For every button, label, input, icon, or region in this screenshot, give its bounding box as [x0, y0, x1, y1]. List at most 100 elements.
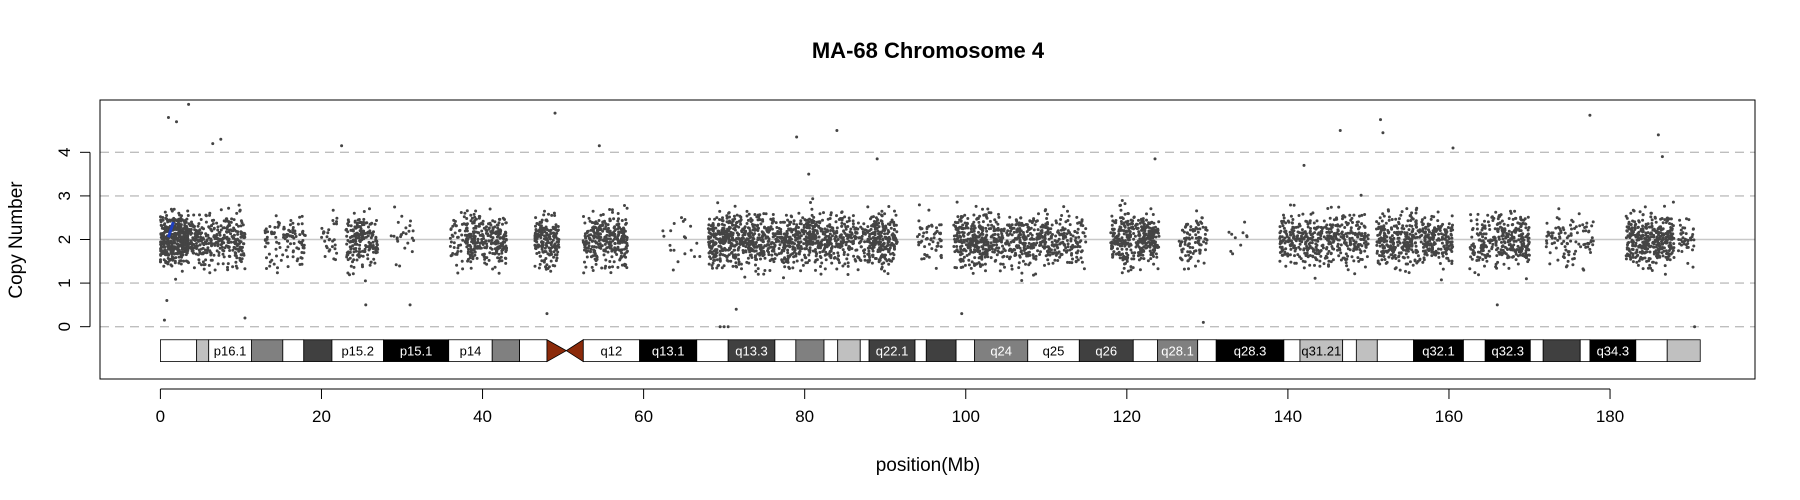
data-point — [768, 269, 772, 272]
data-point — [204, 214, 208, 218]
data-point — [1181, 228, 1185, 232]
data-point — [721, 241, 725, 245]
data-point — [553, 253, 557, 257]
data-point — [177, 261, 181, 265]
data-point — [462, 215, 466, 219]
data-point — [585, 255, 589, 259]
data-point — [1067, 214, 1071, 218]
data-point — [1023, 244, 1027, 248]
data-point — [1284, 264, 1288, 268]
data-point — [745, 237, 749, 241]
data-point — [749, 220, 753, 223]
data-point — [1320, 244, 1324, 248]
data-point — [758, 244, 762, 248]
data-point — [169, 248, 173, 252]
data-point — [1077, 235, 1081, 239]
data-point — [719, 245, 723, 249]
data-point — [199, 218, 203, 221]
data-point — [466, 250, 470, 254]
data-point — [776, 235, 780, 239]
data-point — [598, 228, 602, 232]
data-point — [708, 244, 712, 248]
data-point — [714, 226, 718, 230]
data-point — [756, 236, 760, 240]
data-point — [1143, 222, 1146, 226]
data-point — [847, 219, 851, 223]
data-point — [367, 225, 370, 229]
data-point — [240, 257, 244, 261]
data-point — [184, 253, 188, 257]
data-point — [187, 261, 190, 265]
data-point — [410, 236, 414, 240]
data-point — [327, 228, 331, 232]
data-point — [543, 246, 547, 250]
data-point — [364, 235, 368, 239]
data-point — [230, 217, 234, 221]
data-point — [1120, 247, 1124, 251]
data-point — [1138, 240, 1142, 244]
data-point — [375, 242, 379, 246]
data-point — [1120, 236, 1124, 240]
data-point — [1015, 228, 1019, 232]
data-point — [624, 221, 628, 225]
data-point — [985, 233, 989, 237]
data-point — [243, 232, 247, 236]
data-point — [504, 221, 508, 225]
data-point — [500, 259, 504, 263]
data-point — [859, 245, 863, 249]
data-point — [995, 253, 999, 257]
data-point — [1126, 269, 1130, 273]
data-point — [1079, 223, 1083, 227]
data-point — [495, 223, 499, 227]
data-point — [358, 239, 362, 243]
data-point — [1074, 236, 1078, 240]
data-point — [837, 258, 841, 262]
data-point — [270, 230, 274, 234]
data-point — [1132, 254, 1136, 258]
data-point — [840, 221, 844, 225]
data-point — [1017, 266, 1021, 270]
data-point — [810, 213, 814, 217]
data-point — [172, 218, 176, 222]
data-point — [597, 233, 601, 237]
data-point — [803, 253, 806, 257]
data-point — [208, 211, 212, 215]
data-point — [780, 240, 784, 244]
data-point — [1318, 259, 1322, 263]
data-point — [481, 253, 485, 257]
data-point — [556, 225, 560, 228]
data-point — [728, 233, 732, 237]
data-point — [599, 235, 603, 239]
data-point — [1356, 232, 1360, 236]
data-point — [880, 209, 884, 213]
data-point — [1309, 233, 1313, 237]
data-point — [352, 258, 356, 262]
data-point — [589, 250, 592, 254]
data-point — [866, 225, 870, 229]
data-point — [1121, 238, 1125, 242]
data-point — [358, 247, 361, 251]
data-point — [199, 247, 203, 251]
data-point — [469, 213, 473, 217]
data-point — [969, 230, 973, 234]
data-point — [194, 242, 198, 245]
data-point — [231, 248, 235, 252]
data-point — [545, 233, 548, 237]
data-point — [1284, 231, 1288, 235]
data-point — [748, 246, 752, 250]
data-point — [782, 238, 786, 242]
data-point — [755, 258, 759, 261]
data-point — [1043, 233, 1047, 237]
data-point — [205, 251, 209, 255]
data-point — [465, 217, 469, 220]
data-point — [235, 211, 239, 215]
data-point — [497, 271, 501, 275]
data-point — [818, 250, 822, 254]
data-point — [822, 211, 825, 215]
data-point — [772, 260, 776, 264]
data-point — [229, 232, 233, 236]
data-point — [784, 213, 788, 217]
data-point — [358, 221, 362, 225]
data-point — [1000, 240, 1003, 244]
data-point — [353, 225, 357, 229]
